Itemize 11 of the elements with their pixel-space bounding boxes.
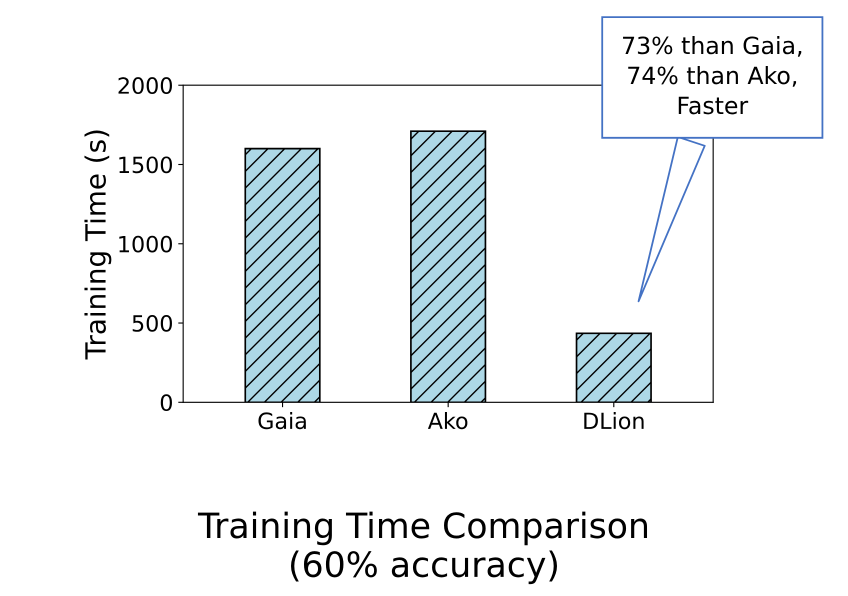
- x-tick-label: DLion: [584, 412, 644, 430]
- x-tick-label: Ako: [428, 412, 468, 430]
- y-tick-label: 500: [132, 314, 172, 332]
- text: Training Time Comparison (60% accuracy): [198, 512, 648, 584]
- annotation: 73% than Gaia, 74% than Ako, Faster: [623, 36, 802, 114]
- y-tick-label: 1000: [119, 236, 172, 253]
- y-axis-title: Training Time (s): [84, 130, 112, 360]
- y-tick-label: 1500: [119, 156, 172, 174]
- y-tick-label: 0: [160, 394, 172, 412]
- y-tick-label: 2000: [118, 77, 172, 94]
- x-tick-label: Gaia: [258, 412, 306, 430]
